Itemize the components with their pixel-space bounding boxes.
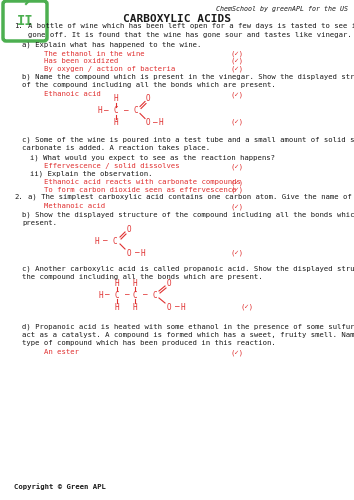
Text: Has been oxidized: Has been oxidized — [44, 58, 118, 64]
Text: carbonate is added. A reaction takes place.: carbonate is added. A reaction takes pla… — [22, 145, 210, 151]
Text: O: O — [167, 278, 171, 287]
Text: H: H — [95, 236, 99, 246]
Text: —: — — [124, 106, 128, 115]
Text: Methanoic acid: Methanoic acid — [44, 204, 105, 210]
Text: By oxygen / action of bacteria: By oxygen / action of bacteria — [44, 66, 175, 71]
Text: Effervescence / solid dissolves: Effervescence / solid dissolves — [44, 163, 179, 169]
Text: O: O — [167, 302, 171, 312]
Text: (✓): (✓) — [230, 91, 243, 98]
Text: a) Explain what has happened to the wine.: a) Explain what has happened to the wine… — [22, 41, 201, 48]
Text: of the compound including all the bonds which are present.: of the compound including all the bonds … — [22, 82, 276, 87]
Text: CARBOXYLIC ACIDS: CARBOXYLIC ACIDS — [123, 14, 231, 24]
Text: d) Propanoic acid is heated with some ethanol in the presence of some sulfuric a: d) Propanoic acid is heated with some et… — [22, 323, 354, 330]
Text: To form carbon dioxide seen as effervescence: To form carbon dioxide seen as effervesc… — [44, 186, 236, 192]
Text: —: — — [104, 106, 108, 115]
Text: H: H — [133, 302, 137, 312]
Text: the compound including all the bonds which are present.: the compound including all the bonds whi… — [22, 274, 263, 280]
Text: (✓): (✓) — [230, 350, 243, 356]
Text: C: C — [133, 290, 137, 300]
Text: H: H — [181, 302, 185, 312]
Text: H: H — [115, 278, 119, 287]
Text: H: H — [115, 302, 119, 312]
Text: H: H — [133, 278, 137, 287]
Text: (✓): (✓) — [230, 163, 243, 170]
Text: —: — — [143, 290, 147, 300]
Text: gone off. It is found that the wine has gone sour and tastes like vinegar.: gone off. It is found that the wine has … — [28, 32, 352, 38]
Text: Ethanoic acid reacts with carbonate compounds: Ethanoic acid reacts with carbonate comp… — [44, 179, 241, 185]
Text: i) What would you expect to see as the reaction happens?: i) What would you expect to see as the r… — [30, 154, 275, 161]
Text: An ester: An ester — [44, 350, 79, 356]
Text: H: H — [159, 118, 163, 127]
Text: (✓): (✓) — [230, 66, 243, 72]
Text: (✓): (✓) — [230, 186, 243, 193]
Text: C: C — [113, 236, 117, 246]
Text: H: H — [98, 106, 102, 115]
Text: 2.: 2. — [14, 194, 23, 200]
Text: —: — — [175, 302, 179, 312]
Text: The ethanol in the wine: The ethanol in the wine — [44, 50, 145, 56]
Text: b) Show the displayed structure of the compound including all the bonds which ar: b) Show the displayed structure of the c… — [22, 211, 354, 218]
FancyBboxPatch shape — [3, 1, 47, 41]
Text: (✓): (✓) — [230, 249, 243, 256]
Text: (✓): (✓) — [240, 303, 253, 310]
Text: C: C — [114, 106, 118, 115]
Text: C: C — [115, 290, 119, 300]
Text: (✓): (✓) — [230, 58, 243, 64]
Text: (✓): (✓) — [230, 118, 243, 125]
Text: (✓): (✓) — [230, 204, 243, 210]
Text: C: C — [153, 290, 157, 300]
Text: —: — — [103, 236, 107, 246]
Text: present.: present. — [22, 220, 57, 226]
Text: c) Another carboxylic acid is called propanoic acid. Show the displayed structur: c) Another carboxylic acid is called pro… — [22, 265, 354, 272]
Text: type of compound which has been produced in this reaction.: type of compound which has been produced… — [22, 340, 276, 346]
Text: H: H — [114, 118, 118, 127]
Text: O: O — [127, 224, 131, 234]
Text: ChemSchool by greenAPL for the US: ChemSchool by greenAPL for the US — [216, 6, 348, 12]
Text: Ethanoic acid: Ethanoic acid — [44, 91, 101, 97]
Text: —: — — [105, 290, 109, 300]
Text: a) The simplest carboxylic acid contains one carbon atom. Give the name of this : a) The simplest carboxylic acid contains… — [28, 194, 354, 200]
Text: H: H — [99, 290, 103, 300]
Text: A bottle of wine which has been left open for a few days is tasted to see if it : A bottle of wine which has been left ope… — [28, 23, 354, 29]
Text: O: O — [127, 248, 131, 258]
Text: Copyright © Green APL: Copyright © Green APL — [14, 483, 106, 490]
Text: —: — — [153, 118, 157, 127]
Text: H: H — [141, 248, 145, 258]
Text: O: O — [146, 118, 150, 127]
Text: II: II — [17, 14, 33, 28]
Text: c) Some of the wine is poured into a test tube and a small amount of solid sodiu: c) Some of the wine is poured into a tes… — [22, 136, 354, 143]
Text: ii) Explain the observation.: ii) Explain the observation. — [30, 170, 153, 177]
Text: —: — — [125, 290, 129, 300]
Text: (✓): (✓) — [230, 179, 243, 186]
Text: b) Name the compound which is present in the vinegar. Show the displayed structu: b) Name the compound which is present in… — [22, 73, 354, 80]
Text: O: O — [146, 94, 150, 103]
Text: H: H — [114, 94, 118, 103]
Text: 1.: 1. — [14, 23, 23, 29]
Text: (✓): (✓) — [230, 50, 243, 57]
Text: —: — — [135, 248, 139, 258]
Text: C: C — [134, 106, 138, 115]
Text: act as a catalyst. A compound is formed which has a sweet, fruity smell. Name th: act as a catalyst. A compound is formed … — [22, 332, 354, 338]
